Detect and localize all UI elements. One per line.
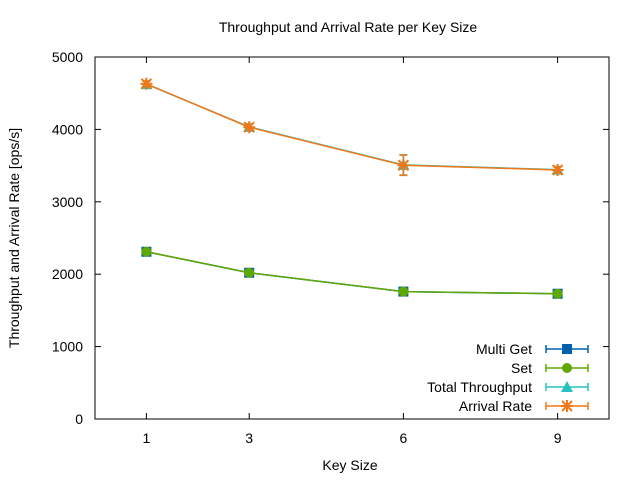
legend-marker xyxy=(562,344,572,354)
legend-label: Multi Get xyxy=(476,341,532,357)
series-line xyxy=(146,83,558,171)
legend-label: Arrival Rate xyxy=(459,398,532,414)
y-tick-label: 4000 xyxy=(52,121,83,137)
legend-label: Set xyxy=(511,360,532,376)
x-axis-label: Key Size xyxy=(322,457,377,473)
y-tick-label: 0 xyxy=(75,411,83,427)
series-line xyxy=(146,251,558,295)
y-tick-label: 3000 xyxy=(52,194,83,210)
series-multi-get xyxy=(141,246,563,299)
data-point xyxy=(141,246,152,257)
series-arrival-rate xyxy=(140,77,564,177)
y-tick-label: 1000 xyxy=(52,339,83,355)
legend: Multi Get Set Total Throughput Arrival Rate xyxy=(427,341,589,414)
legend-marker xyxy=(562,363,572,373)
legend-marker xyxy=(561,400,573,412)
data-point xyxy=(140,77,153,90)
y-tick-label: 2000 xyxy=(52,266,83,282)
axes: 0 1000 2000 3000 4000 5000 1 3 6 9 xyxy=(52,49,609,446)
x-tick-label: 6 xyxy=(400,430,408,446)
y-tick-label: 5000 xyxy=(52,49,83,65)
series-total-throughput xyxy=(140,78,564,176)
series-line xyxy=(146,83,558,171)
x-tick-label: 1 xyxy=(143,430,151,446)
chart-title: Throughput and Arrival Rate per Key Size xyxy=(219,19,478,35)
data-point xyxy=(551,163,564,176)
legend-marker xyxy=(561,381,573,392)
data-point xyxy=(552,288,563,299)
legend-item: Total Throughput xyxy=(427,379,589,395)
series-line xyxy=(146,251,558,295)
x-tick-label: 9 xyxy=(554,430,562,446)
plot-frame xyxy=(94,56,610,420)
series-set xyxy=(141,246,563,299)
y-axis-label: Throughput and Arrival Rate [ops/s] xyxy=(6,128,22,348)
data-point xyxy=(243,121,256,134)
data-point xyxy=(398,286,409,297)
data-point xyxy=(244,267,255,278)
legend-item: Arrival Rate xyxy=(459,398,589,414)
legend-label: Total Throughput xyxy=(427,379,532,395)
plot-area xyxy=(140,77,564,299)
x-tick-label: 3 xyxy=(245,430,253,446)
legend-item: Multi Get xyxy=(476,341,589,357)
legend-item: Set xyxy=(511,360,589,376)
data-point xyxy=(397,159,410,172)
